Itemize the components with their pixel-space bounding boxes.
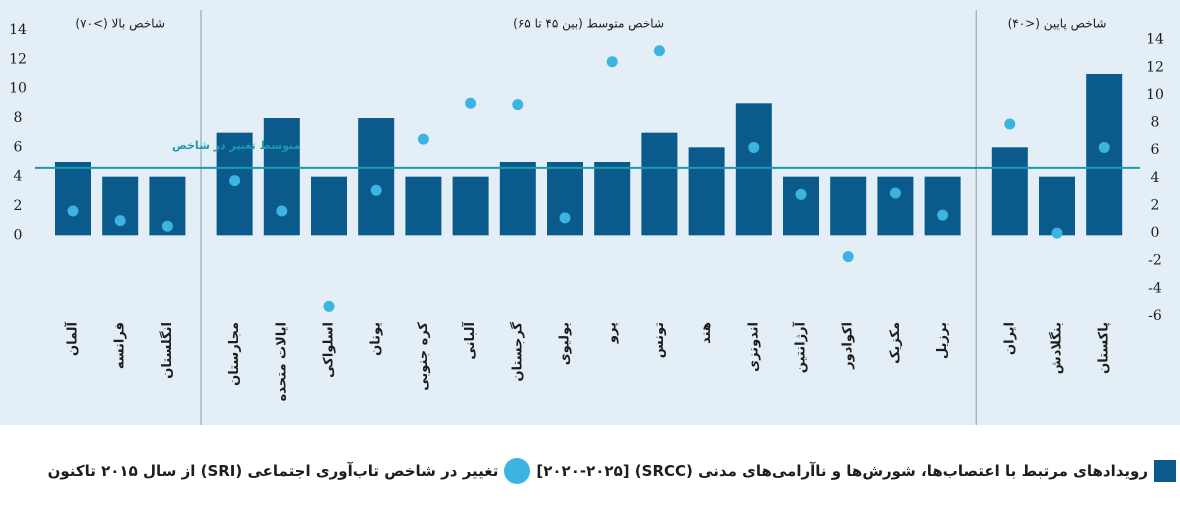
legend-swatch-dot [504, 458, 531, 484]
bar [547, 162, 583, 236]
y2-tick-label: -6 [1148, 308, 1162, 324]
y2-tick-label: 14 [1146, 32, 1164, 48]
plot-background [0, 0, 1180, 425]
y2-tick-label: 10 [1146, 87, 1164, 103]
dot [229, 175, 241, 187]
x-tick-label: برزیل [935, 322, 950, 359]
x-tick-label: تونس [652, 322, 667, 358]
group-header: شاخص پایین (<۴۰) [1008, 17, 1107, 32]
dot [1004, 118, 1016, 130]
x-tick-label: بولیوی [558, 322, 573, 365]
y2-tick-label: 0 [1151, 225, 1160, 241]
x-tick-label: یونان [369, 322, 384, 356]
bar [263, 118, 300, 236]
y-tick-label: 12 [9, 51, 27, 67]
dot [512, 99, 524, 111]
bar [452, 176, 489, 236]
y-tick-label: 8 [14, 110, 23, 126]
dot [370, 184, 382, 196]
legend-swatch-bar [1154, 460, 1176, 482]
x-tick-label: اندونزی [746, 322, 761, 372]
bar [594, 162, 631, 236]
y2-tick-label: 4 [1151, 170, 1160, 186]
dot [465, 97, 477, 109]
bar [991, 147, 1028, 236]
dot [748, 141, 760, 153]
bar [830, 176, 867, 236]
x-tick-label: گرجستان [509, 322, 525, 382]
y-tick-label: 14 [9, 22, 27, 38]
dot [842, 251, 854, 263]
bar [499, 162, 536, 236]
x-tick-label: آلبانی [461, 321, 478, 359]
dot [323, 300, 335, 312]
legend-label: تغییر در شاخص تاب‌آوری اجتماعی (SRI) از … [47, 462, 499, 480]
x-tick-label: اکوادور [841, 322, 856, 370]
dot [606, 56, 618, 68]
y-tick-label: 6 [14, 139, 23, 155]
bar [783, 176, 819, 236]
dot [67, 205, 79, 217]
x-tick-label: ایران [1002, 322, 1017, 355]
x-tick-label: ایالات متحده [274, 322, 289, 401]
bar [877, 176, 914, 236]
y2-tick-label: 2 [1151, 197, 1160, 213]
bar [735, 103, 772, 236]
group-header: شاخص متوسط (بین ۴۵ تا ۶۵) [513, 17, 664, 32]
x-tick-label: کره جنوبی [416, 322, 431, 391]
bar [641, 132, 678, 236]
x-tick-label: بنگلادش [1049, 322, 1065, 374]
x-tick-label: آلمان [64, 321, 81, 356]
x-tick-label: هند [699, 322, 714, 344]
x-tick-label: مکزیک [888, 322, 903, 364]
bar [924, 176, 961, 236]
dot [653, 45, 665, 57]
bar [688, 147, 725, 236]
dot [276, 205, 288, 217]
group-header: شاخص بالا (>۷۰) [75, 17, 165, 32]
y-tick-label: 10 [9, 81, 27, 97]
y-tick-label: 0 [14, 227, 23, 243]
dot [1098, 141, 1110, 153]
legend-label: رویدادهای مرتبط با اعتصاب‌ها، شورش‌ها و … [536, 462, 1148, 480]
x-tick-label: اسلواکی [322, 322, 337, 378]
bar [311, 176, 347, 236]
bar [1086, 74, 1123, 236]
bar [55, 162, 91, 236]
bar [102, 176, 139, 236]
dot [559, 212, 571, 224]
bar [358, 118, 395, 236]
dot [114, 215, 126, 227]
y-tick-label: 4 [14, 169, 23, 185]
x-tick-label: فرانسه [113, 322, 128, 369]
bar [405, 176, 442, 236]
y2-tick-label: -4 [1148, 280, 1162, 296]
dot [161, 220, 173, 232]
y2-tick-label: -2 [1148, 253, 1162, 269]
dot [1051, 227, 1063, 239]
x-tick-label: مجارستان [227, 322, 242, 386]
dot [795, 188, 807, 200]
chart: 0 2 4 6 8 10 12 14 -6 -4 -2 0 2 4 6 8 10 12 14 شاخص بالا (>… [0, 0, 1180, 425]
y2-tick-label: 8 [1151, 115, 1160, 131]
x-tick-label: انگلستان [159, 322, 175, 379]
x-tick-label: پاکستان [1097, 322, 1112, 374]
y2-tick-label: 12 [1146, 59, 1164, 75]
x-tick-label: پرو [605, 322, 620, 344]
average-label: متوسط تغییر در شاخص [172, 139, 300, 152]
y2-tick-label: 6 [1151, 142, 1160, 158]
dot [889, 187, 901, 199]
y-tick-label: 2 [14, 198, 23, 214]
bar [1039, 176, 1075, 236]
x-tick-label: آرژانتین [792, 321, 809, 373]
dot [937, 209, 949, 221]
legend: رویدادهای مرتبط با اعتصاب‌ها، شورش‌ها و … [0, 448, 1176, 494]
dot [417, 133, 429, 145]
